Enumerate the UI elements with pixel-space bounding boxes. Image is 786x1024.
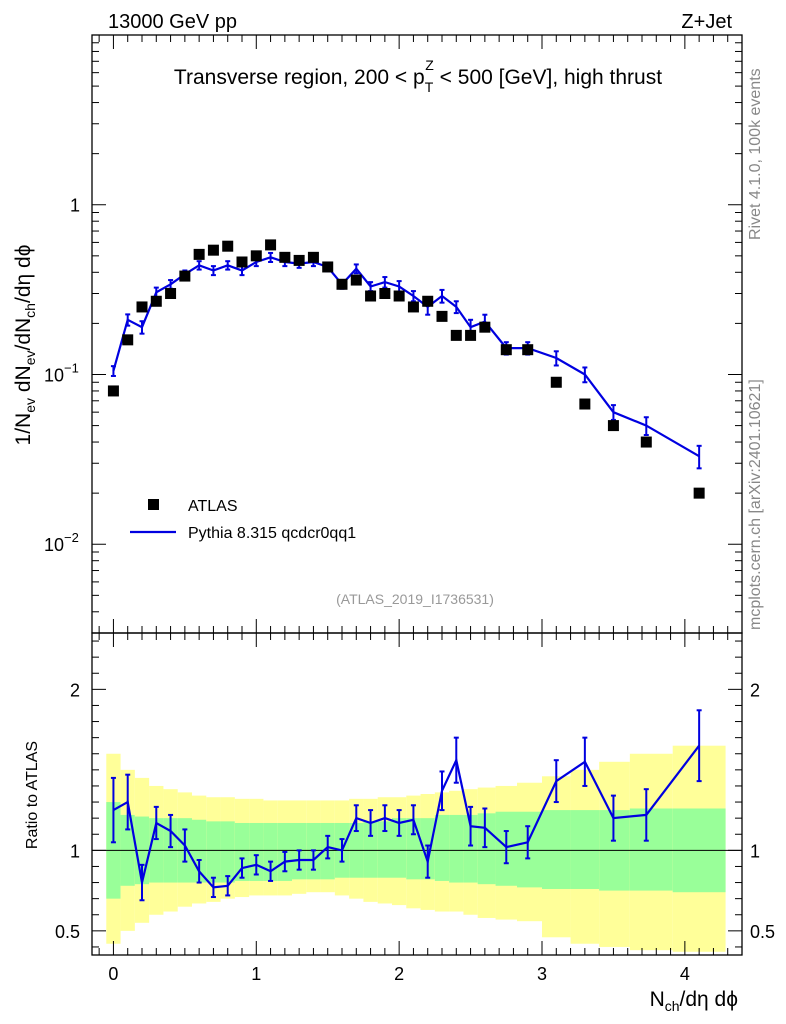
ratio-band-inner: [263, 822, 278, 881]
data-point: [579, 398, 591, 410]
data-point: [465, 329, 477, 341]
ratio-frame: [91, 632, 743, 956]
ratio-panel: 0 1 2 3 4 0.5 0.5 1 1 2 2 Ratio to ATLAS: [24, 632, 775, 984]
x-axis-label: Nch/dη dϕ: [650, 988, 738, 1014]
ratio-y-label: Ratio to ATLAS: [24, 741, 41, 849]
ratio-tick-label-left: 1: [70, 841, 80, 861]
ylabel-cs: ch: [22, 303, 38, 318]
x-tick-label: 1: [251, 964, 261, 984]
data-point: [522, 344, 534, 356]
data-point: [107, 385, 119, 397]
rivet-label: Rivet 4.1.0, 100k events: [747, 68, 764, 240]
data-point: [236, 256, 248, 268]
data-point: [393, 290, 405, 302]
analysis-label: (ATLAS_2019_I1736531): [336, 591, 494, 607]
legend-atlas-label: ATLAS: [188, 498, 238, 515]
data-point: [336, 278, 348, 290]
ratio-band-inner: [477, 813, 496, 885]
data-point: [279, 251, 291, 263]
ratio-tick-label-right: 1: [750, 841, 760, 861]
data-point: [307, 251, 319, 263]
ratio-tick-label-right: 0.5: [750, 922, 775, 942]
ylabel-c: /dN: [12, 318, 35, 351]
ratio-band-inner: [220, 821, 235, 883]
data-point: [479, 321, 491, 333]
data-point: [179, 270, 191, 282]
title-before: Transverse region, 200 < p: [174, 66, 425, 89]
y-tick-exponent: −2: [64, 530, 79, 545]
data-point: [693, 487, 705, 499]
x-tick-label: 2: [394, 964, 404, 984]
data-point: [136, 301, 148, 313]
data-point: [265, 239, 277, 251]
ratio-band-inner: [449, 814, 464, 883]
x-tick-label: 4: [680, 964, 690, 984]
ratio-band-inner: [570, 810, 600, 889]
ylabel-b: dN: [12, 365, 35, 398]
data-point: [379, 288, 391, 300]
xlabel-sub: ch: [665, 998, 680, 1014]
ratio-band-inner: [542, 810, 571, 889]
ylabel-a: 1/N: [12, 413, 35, 446]
x-tick-label: 3: [537, 964, 547, 984]
y-tick-label: 10: [44, 365, 64, 385]
data-point: [550, 376, 562, 388]
data-point: [640, 436, 652, 448]
plot-title: Transverse region, 200 < pTZ < 500 [GeV]…: [174, 57, 662, 95]
data-point: [193, 248, 205, 260]
data-point: [293, 254, 305, 266]
data-point: [250, 250, 262, 262]
xlabel-rest: /dη dϕ: [680, 988, 738, 1011]
data-point: [165, 288, 177, 300]
ratio-band-inner: [363, 821, 378, 878]
data-point: [150, 295, 162, 307]
ylabel-d: /dη dϕ: [12, 245, 35, 303]
data-point: [207, 244, 219, 256]
energy-label: 13000 GeV pp: [108, 11, 237, 33]
mcplots-label: mcplots.cern.ch [arXiv:2401.10621]: [747, 379, 764, 630]
ratio-band-inner: [206, 821, 221, 883]
data-point: [500, 344, 512, 356]
legend-pythia-label: Pythia 8.315 qcdcr0qq1: [188, 525, 356, 542]
y-tick-label: 10: [44, 535, 64, 555]
ratio-band-inner: [463, 814, 478, 883]
ratio-band-inner: [434, 814, 450, 881]
data-point: [607, 420, 619, 432]
y-axis-label: 1/Nev dNev/dNch/dη dϕ: [12, 245, 38, 446]
data-point: [407, 301, 419, 313]
mc-series-line: [112, 256, 700, 458]
data-point: [436, 310, 448, 322]
title-sup: Z: [425, 57, 434, 73]
legend: ATLAS Pythia 8.315 qcdcr0qq1: [130, 498, 356, 542]
data-point: [350, 274, 362, 286]
ratio-tick-label-right: 2: [750, 680, 760, 700]
data-point: [122, 334, 134, 346]
ratio-band-inner: [377, 821, 392, 878]
process-label: Z+Jet: [681, 11, 732, 33]
ratio-tick-label-left: 2: [70, 680, 80, 700]
ratio-tick-label-left: 0.5: [55, 922, 80, 942]
x-tick-label: 0: [108, 964, 118, 984]
main-panel: 110−110−2 Transverse region, 200 < pTZ <…: [12, 34, 743, 634]
ratio-band-inner: [517, 811, 542, 888]
data-point: [365, 290, 377, 302]
title-sub: T: [425, 79, 434, 95]
ratio-series-line: [112, 745, 700, 889]
ylabel-as: ev: [22, 398, 38, 413]
data-point: [450, 329, 462, 341]
xlabel-main: N: [650, 988, 665, 1011]
data-point: [222, 240, 234, 252]
legend-atlas-marker: [148, 499, 159, 510]
data-point: [422, 295, 434, 307]
y-tick-label: 1: [70, 196, 80, 216]
ratio-band-inner: [392, 818, 407, 878]
ylabel-bs: ev: [22, 350, 38, 365]
data-point: [322, 261, 334, 273]
title-after: < 500 [GeV], high thrust: [434, 66, 662, 89]
ratio-band-inner: [629, 808, 673, 891]
y-tick-exponent: −1: [64, 360, 79, 375]
main-frame: [91, 34, 743, 634]
